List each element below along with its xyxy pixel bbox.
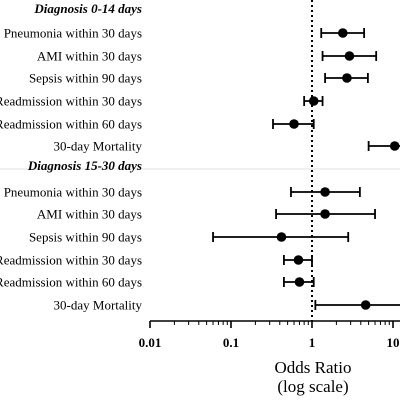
row-label: AMI within 30 days	[37, 49, 142, 64]
odds-ratio-point	[389, 141, 400, 151]
row-label: Pneumonia within 30 days	[4, 26, 142, 41]
odds-ratio-point	[344, 51, 355, 61]
odds-ratio-point	[320, 187, 330, 197]
odds-ratio-point	[342, 73, 352, 83]
odds-ratio-point	[320, 209, 330, 219]
odds-ratio-point	[337, 28, 348, 38]
row-label: Readmission within 30 days	[0, 94, 142, 109]
row-label: 30-day Mortality	[54, 298, 143, 313]
x-tick-label: 0.1	[223, 335, 239, 350]
group-header: Diagnosis 0-14 days	[33, 1, 142, 16]
row-label: Pneumonia within 30 days	[4, 185, 142, 200]
x-axis-label: Odds Ratio	[275, 358, 352, 377]
odds-ratio-point	[294, 277, 305, 287]
row-label: AMI within 30 days	[37, 207, 142, 222]
odds-ratio-point	[276, 232, 287, 242]
row-label: Readmission within 30 days	[0, 253, 142, 268]
row-label: Sepsis within 90 days	[29, 230, 142, 245]
x-tick-label: 1	[309, 335, 316, 350]
x-tick-label: 0.01	[139, 335, 162, 350]
odds-ratio-point	[293, 255, 304, 265]
row-label: Readmission within 60 days	[0, 275, 142, 290]
x-axis-label-sub: (log scale)	[277, 377, 348, 396]
row-label: Sepsis within 90 days	[29, 71, 142, 86]
odds-ratio-point	[360, 300, 371, 310]
row-label: Readmission within 60 days	[0, 117, 142, 132]
group-header: Diagnosis 15-30 days	[27, 158, 142, 173]
plot-area: 0.01 0.1 1 10 Diagnosis 0-14 days Pneumonia w…	[0, 0, 400, 350]
x-tick-label: 10	[387, 335, 400, 350]
row-label: 30-day Mortality	[54, 139, 143, 154]
odds-ratio-point	[289, 119, 299, 129]
odds-ratio-point	[308, 96, 319, 106]
